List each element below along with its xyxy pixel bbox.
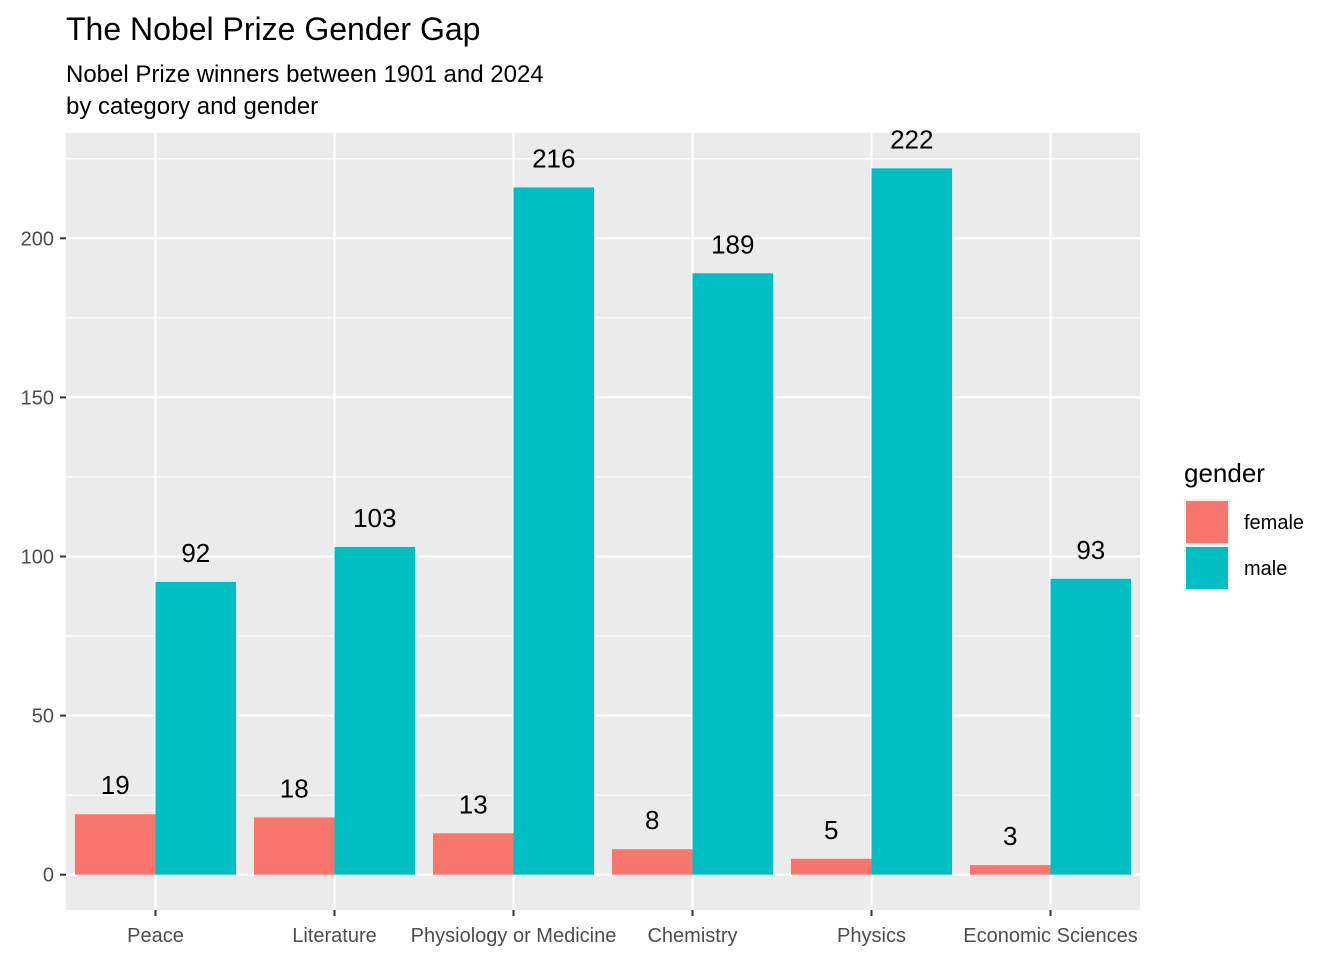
chart-subtitle-line-2: by category and gender	[66, 93, 318, 120]
data-label-male: 93	[1076, 535, 1105, 565]
bar-female	[790, 858, 872, 875]
bar-male	[155, 581, 237, 875]
chart-title: The Nobel Prize Gender Gap	[66, 11, 480, 47]
x-tick-label: Chemistry	[647, 925, 737, 947]
data-label-female: 3	[1003, 821, 1017, 851]
y-tick-label: 0	[43, 865, 54, 887]
data-label-male: 222	[890, 124, 933, 154]
data-label-male: 92	[181, 538, 210, 568]
legend-title: gender	[1184, 458, 1265, 488]
legend: gender female male	[1184, 458, 1304, 591]
legend-label-female: female	[1244, 512, 1304, 534]
y-tick-label: 100	[21, 547, 54, 569]
bar-male	[1050, 578, 1132, 875]
x-tick-label: Physiology or Medicine	[411, 925, 617, 947]
chart-subtitle-line-1: Nobel Prize winners between 1901 and 202…	[66, 61, 544, 88]
bar-male	[871, 168, 953, 875]
x-tick-label: Literature	[292, 925, 377, 947]
y-tick-label: 200	[21, 228, 54, 250]
data-label-male: 103	[353, 503, 396, 533]
y-tick-label: 150	[21, 387, 54, 409]
bar-female	[253, 817, 335, 875]
plot-panel: 0 50 100 150 200 19 18 13 8 5 3 92 103 216 189 222 93 Pea…	[21, 124, 1140, 947]
data-label-male: 189	[711, 229, 754, 259]
data-label-female: 18	[280, 773, 309, 803]
legend-key-male	[1186, 547, 1228, 589]
data-label-female: 19	[101, 770, 130, 800]
panel-background	[66, 133, 1140, 910]
bar-female	[432, 833, 514, 875]
data-label-female: 5	[824, 815, 838, 845]
legend-key-female	[1186, 501, 1228, 543]
bar-male	[513, 187, 595, 875]
bar-female	[969, 865, 1051, 875]
data-label-female: 8	[645, 805, 659, 835]
x-tick-label: Physics	[837, 925, 906, 947]
bar-female	[74, 814, 156, 875]
x-tick-label: Peace	[127, 925, 184, 947]
y-tick-label: 50	[32, 706, 54, 728]
legend-label-male: male	[1244, 558, 1287, 580]
bar-male	[692, 273, 774, 875]
bar-female	[611, 849, 693, 875]
bar-male	[334, 546, 416, 875]
data-label-female: 13	[459, 789, 488, 819]
x-tick-label: Economic Sciences	[963, 925, 1138, 947]
data-label-male: 216	[532, 143, 575, 173]
